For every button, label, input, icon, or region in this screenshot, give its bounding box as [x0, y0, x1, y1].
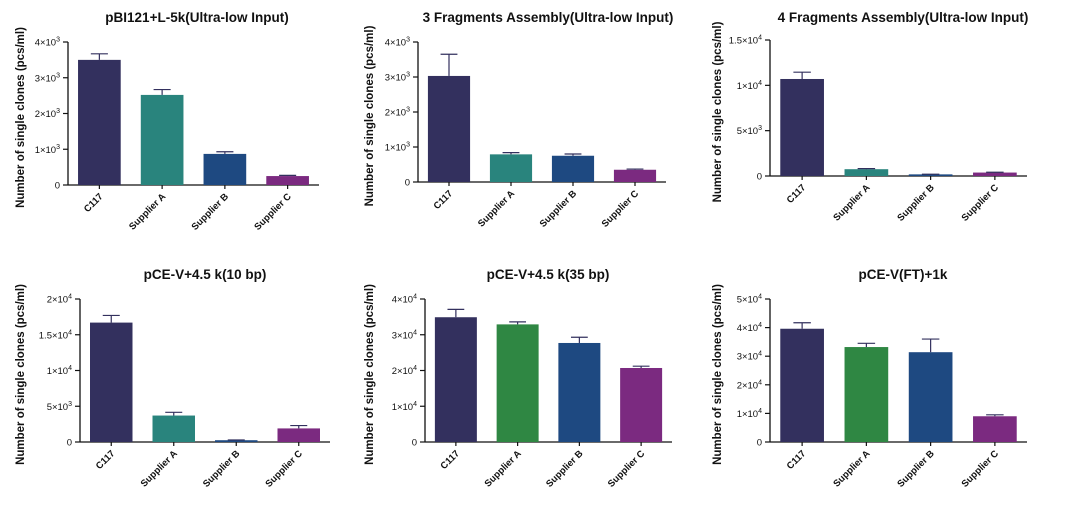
x-tick-label: Supplier A [831, 448, 872, 489]
chart-title: 3 Fragments Assembly(Ultra-low Input) [423, 10, 674, 25]
chart-title: pCE-V+4.5 k(10 bp) [144, 267, 267, 282]
y-tick-label: 0 [757, 172, 762, 183]
y-tick-label: 0 [55, 181, 60, 192]
chart-title: pCE-V(FT)+1k [859, 267, 948, 282]
x-tick-label: Supplier C [960, 448, 1001, 489]
bar-supplier-a [152, 415, 195, 442]
bar-supplier-b [551, 155, 595, 182]
bar-supplier-b [908, 174, 953, 176]
x-tick-label: Supplier B [190, 191, 231, 232]
x-tick-label: Supplier A [127, 191, 168, 232]
chart-panel-4: pCE-V+4.5 k(10 bp) Number of single clone… [15, 267, 330, 490]
x-tick-label: C117 [94, 448, 117, 471]
chart-panel-3: 4 Fragments Assembly(Ultra-low Input) Num… [712, 10, 1028, 224]
chart-panel-1: pBI121+L-5k(Ultra-low Input) Number of si… [15, 10, 319, 233]
y-tick-label: 1×104 [392, 401, 417, 413]
y-tick-label: 1×104 [737, 80, 762, 92]
y-tick-label: 0 [757, 438, 762, 449]
bar-c117 [780, 328, 824, 442]
chart-title: pBI121+L-5k(Ultra-low Input) [105, 10, 288, 25]
y-tick-label: 2×104 [47, 294, 72, 306]
x-tick-label: C117 [439, 448, 462, 471]
x-tick-label: C117 [785, 182, 808, 205]
x-tick-label: Supplier C [252, 191, 293, 232]
x-tick-label: Supplier B [201, 448, 242, 489]
bar-c117 [427, 75, 471, 182]
y-tick-label: 2×103 [35, 108, 60, 120]
x-tick-label: Supplier A [831, 182, 872, 223]
chart-panel-2: 3 Fragments Assembly(Ultra-low Input) Num… [364, 10, 673, 230]
bar-c117 [780, 78, 824, 176]
bar-c117 [78, 59, 121, 185]
x-tick-label: Supplier B [895, 448, 936, 489]
y-tick-label: 4×103 [35, 37, 60, 49]
y-axis-label: Number of single clones (pcs/ml) [15, 27, 27, 208]
bar-supplier-a [496, 324, 539, 442]
bar-supplier-c [973, 172, 1017, 176]
bar-supplier-c [973, 416, 1017, 442]
y-tick-label: 1×103 [385, 142, 410, 154]
bar-supplier-a [844, 169, 889, 176]
y-tick-label: 4×104 [392, 294, 417, 306]
y-tick-label: 1×104 [737, 408, 762, 420]
x-tick-label: Supplier C [606, 448, 647, 489]
y-tick-label: 1.5×104 [729, 35, 762, 47]
y-tick-label: 2×103 [385, 107, 410, 119]
bar-c117 [434, 317, 477, 442]
bar-supplier-a [489, 154, 533, 182]
bar-supplier-a [140, 94, 184, 185]
chart-panel-5: pCE-V+4.5 k(35 bp) Number of single clone… [364, 267, 672, 490]
y-tick-label: 3×103 [385, 72, 410, 84]
bar-supplier-c [620, 367, 663, 442]
y-tick-label: 0 [67, 438, 72, 449]
bar-supplier-c [277, 428, 320, 442]
y-tick-label: 2×104 [737, 379, 762, 391]
bar-supplier-b [558, 342, 601, 442]
x-tick-label: Supplier B [544, 448, 585, 489]
y-axis-label: Number of single clones (pcs/ml) [364, 25, 376, 206]
y-tick-label: 5×104 [737, 294, 762, 306]
y-tick-label: 4×104 [737, 322, 762, 334]
y-axis-label: Number of single clones (pcs/ml) [712, 284, 724, 465]
bar-c117 [90, 322, 133, 442]
y-axis-label: Number of single clones (pcs/ml) [15, 284, 27, 465]
y-axis-label: Number of single clones (pcs/ml) [712, 21, 724, 202]
x-tick-label: Supplier A [139, 448, 180, 489]
y-tick-label: 5×103 [47, 401, 72, 413]
x-tick-label: Supplier C [263, 448, 304, 489]
y-tick-label: 1.5×104 [39, 329, 72, 341]
x-tick-label: C117 [82, 191, 105, 214]
x-tick-label: Supplier B [895, 182, 936, 223]
x-tick-label: Supplier A [476, 188, 517, 229]
y-tick-label: 3×104 [392, 329, 417, 341]
y-tick-label: 2×104 [392, 365, 417, 377]
bar-supplier-b [908, 352, 953, 442]
y-tick-label: 1×104 [47, 365, 72, 377]
chart-title: pCE-V+4.5 k(35 bp) [487, 267, 610, 282]
y-axis-label: Number of single clones (pcs/ml) [364, 284, 376, 465]
bar-supplier-b [203, 153, 247, 185]
bar-supplier-b [215, 440, 258, 442]
chart-panel-6: pCE-V(FT)+1k Number of single clones (pcs… [712, 267, 1027, 490]
y-tick-label: 1×103 [35, 144, 60, 156]
y-tick-label: 5×103 [737, 125, 762, 137]
y-tick-label: 0 [405, 178, 410, 189]
x-tick-label: Supplier C [960, 182, 1001, 223]
y-tick-label: 0 [412, 438, 417, 449]
y-tick-label: 3×104 [737, 351, 762, 363]
bar-supplier-c [613, 169, 657, 182]
x-tick-label: Supplier A [483, 448, 524, 489]
chart-title: 4 Fragments Assembly(Ultra-low Input) [778, 10, 1029, 25]
bar-supplier-a [844, 347, 889, 442]
y-tick-label: 3×103 [35, 72, 60, 84]
x-tick-label: C117 [785, 448, 808, 471]
bar-supplier-c [266, 176, 309, 185]
x-tick-label: C117 [432, 188, 455, 211]
y-tick-label: 4×103 [385, 37, 410, 49]
x-tick-label: Supplier C [600, 188, 641, 229]
x-tick-label: Supplier B [538, 188, 579, 229]
